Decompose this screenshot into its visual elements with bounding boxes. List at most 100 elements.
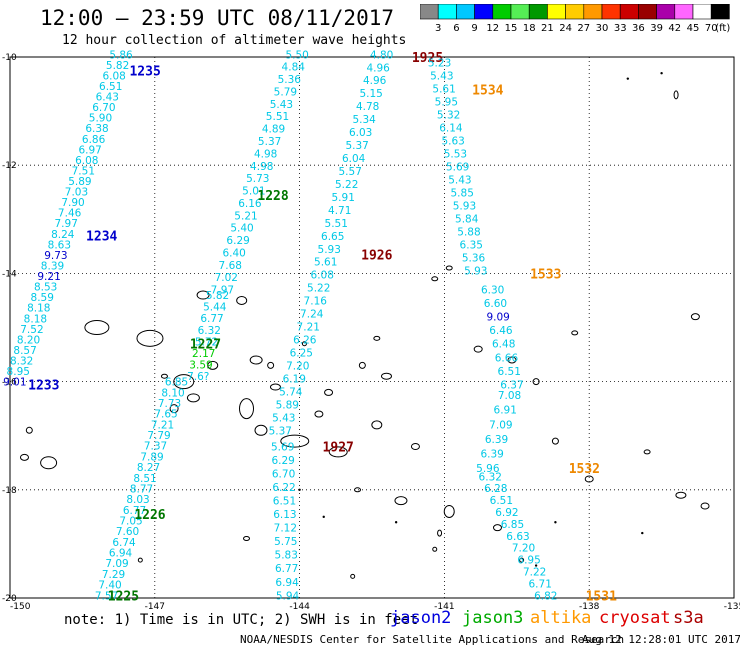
wave-height-value: 6.51 bbox=[273, 496, 296, 508]
wave-height-value: 5.51 bbox=[325, 218, 348, 230]
wave-height-value: 7.97 bbox=[55, 218, 78, 230]
island-outline bbox=[84, 320, 110, 335]
wave-height-value: 6.77 bbox=[123, 505, 146, 517]
wave-height-value: 8.03 bbox=[126, 494, 149, 506]
wave-height-value: 5.88 bbox=[457, 227, 480, 239]
wave-height-value: 6.39 bbox=[480, 449, 503, 461]
wave-height-value: 6.51 bbox=[490, 495, 513, 507]
island-outline bbox=[137, 557, 143, 563]
wave-height-value: 5.91 bbox=[332, 192, 355, 204]
wave-height-value: 6.19 bbox=[283, 373, 306, 385]
wave-height-value: 7.21 bbox=[297, 322, 320, 334]
wave-height-value: 7.79 bbox=[147, 430, 170, 442]
wave-height-value: 4.98 bbox=[250, 161, 273, 173]
wave-height-value: 7.40 bbox=[98, 580, 121, 592]
wave-height-value: 6.22 bbox=[272, 482, 295, 494]
wave-height-value: 5.44 bbox=[203, 302, 227, 314]
island-outline bbox=[324, 388, 334, 396]
wave-height-value: 5.43 bbox=[430, 70, 453, 82]
lon-label: -147 bbox=[145, 602, 165, 612]
pass-time-label: 1927 bbox=[323, 441, 354, 456]
wave-height-value: 6.46 bbox=[489, 325, 513, 337]
wave-height-value: 5.22 bbox=[335, 179, 358, 191]
wave-height-value: 8.27 bbox=[137, 462, 160, 474]
wave-height-value: 7.57 bbox=[95, 590, 118, 602]
wave-height-value: 6.70 bbox=[92, 102, 115, 114]
wave-height-value: 6.94 bbox=[275, 577, 299, 589]
lon-label: -141 bbox=[434, 602, 454, 612]
island-outline bbox=[19, 453, 29, 461]
wave-height-value: 6.30 bbox=[481, 285, 504, 297]
wave-height-value: 7.73 bbox=[158, 398, 181, 410]
wave-height-value: 8.18 bbox=[24, 313, 47, 325]
color-tick-label: 24 bbox=[559, 23, 572, 34]
island-outline bbox=[571, 330, 579, 336]
island-outline bbox=[196, 290, 210, 300]
color-unit-label: (ft) bbox=[715, 23, 730, 34]
island-outline bbox=[675, 491, 687, 499]
lon-label: -138 bbox=[579, 602, 600, 612]
wave-height-value: 5.69 bbox=[271, 442, 294, 454]
color-tick-label: 42 bbox=[668, 23, 681, 34]
island-outline bbox=[443, 504, 455, 518]
footnote: note: 1) Time is in UTC; 2) SWH is in fe… bbox=[64, 612, 419, 628]
pass-time-label: 1534 bbox=[472, 83, 503, 98]
map-subtitle: 12 hour collection of altimeter wave hei… bbox=[62, 33, 407, 48]
island-outline bbox=[380, 372, 392, 380]
wave-height-value: 7.65 bbox=[154, 409, 177, 421]
wave-height-value: 6.77 bbox=[200, 313, 223, 325]
wave-height-value: 6.16 bbox=[238, 198, 262, 210]
wave-height-value: 4.78 bbox=[356, 101, 379, 113]
wave-height-value: 6.04 bbox=[342, 153, 366, 165]
wave-height-value: 7.22 bbox=[523, 566, 546, 578]
lat-label: -14 bbox=[2, 269, 17, 279]
wave-height-value: 5.63 bbox=[441, 136, 464, 148]
wave-height-value: 5.72 bbox=[195, 336, 218, 348]
color-tick-label: 15 bbox=[505, 23, 518, 34]
island-outline bbox=[169, 404, 179, 414]
island-outline bbox=[507, 356, 517, 364]
island-outline bbox=[584, 475, 594, 483]
island-outline bbox=[358, 361, 366, 369]
wave-height-value: 5.53 bbox=[444, 149, 467, 161]
wave-height-value: 7.90 bbox=[61, 197, 84, 209]
wave-height-value: 6.08 bbox=[75, 155, 98, 167]
wave-height-value: 6.48 bbox=[492, 339, 515, 351]
wave-height-value: 8.39 bbox=[41, 260, 64, 272]
wave-height-value: 5.50 bbox=[285, 49, 308, 61]
wave-height-value: 5.73 bbox=[246, 173, 269, 185]
island-outline bbox=[160, 373, 168, 379]
pass-time-label: 1233 bbox=[28, 378, 59, 393]
wave-height-value: 3.59 bbox=[189, 360, 212, 372]
wave-height-value: 5.40 bbox=[230, 223, 253, 235]
lat-label: -18 bbox=[2, 486, 17, 496]
wave-height-value: 5.95 bbox=[435, 96, 458, 108]
island-outline bbox=[371, 420, 383, 430]
island-outline bbox=[432, 546, 438, 552]
wave-height-value: 2.17 bbox=[192, 348, 215, 360]
wave-height-value: 5.82 bbox=[106, 60, 129, 72]
island-outline bbox=[207, 360, 219, 370]
wave-height-value: 5.37 bbox=[258, 136, 281, 148]
credit-line: NOAA/NESDIS Center for Satellite Applica… bbox=[240, 633, 625, 646]
wave-height-value: 5.21 bbox=[234, 210, 257, 222]
wave-height-value: 5.22 bbox=[307, 283, 330, 295]
lon-label: -135 bbox=[724, 602, 740, 612]
wave-height-value: 7.37 bbox=[144, 441, 167, 453]
pass-time-label: 1533 bbox=[530, 267, 561, 282]
wave-height-value: 8.95 bbox=[7, 366, 30, 378]
island-dot bbox=[394, 521, 398, 524]
legend-s3a: s3a bbox=[673, 608, 704, 628]
wave-height-value: 6.26 bbox=[293, 335, 317, 347]
island-dot bbox=[641, 531, 644, 535]
color-tick-label: 12 bbox=[486, 23, 499, 34]
pass-time-label: 1925 bbox=[412, 51, 443, 66]
island-outline bbox=[236, 295, 248, 305]
island-outline bbox=[239, 398, 255, 420]
island-outline bbox=[136, 329, 164, 347]
wave-height-value: 5.15 bbox=[359, 88, 382, 100]
wave-height-value: 5.34 bbox=[352, 114, 376, 126]
wave-height-value: 5.43 bbox=[270, 99, 293, 111]
wave-height-value: 8.63 bbox=[48, 239, 71, 251]
island-outline bbox=[354, 487, 362, 493]
